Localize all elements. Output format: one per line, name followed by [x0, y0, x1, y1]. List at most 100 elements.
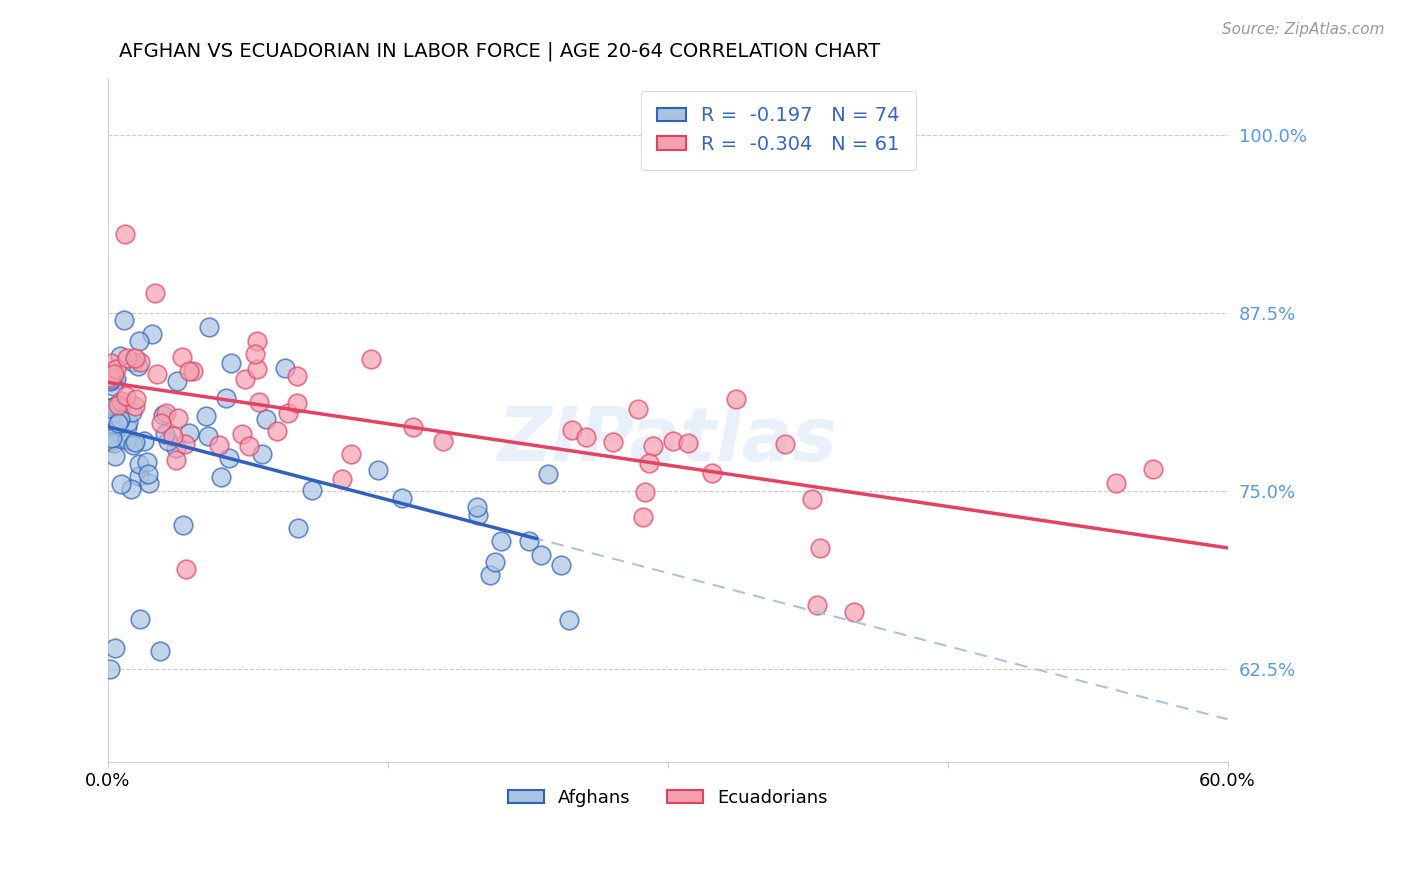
Point: [115, 389, 138, 403]
Point: [676, 436, 699, 450]
Point: [218, 450, 240, 465]
Text: AFGHAN VS ECUADORIAN IN LABOR FORCE | AGE 20-64 CORRELATION CHART: AFGHAN VS ECUADORIAN IN LABOR FORCE | AG…: [120, 42, 880, 62]
Point: [266, 425, 288, 439]
Point: [277, 406, 299, 420]
Point: [247, 395, 270, 409]
Point: [124, 435, 146, 450]
Point: [198, 320, 221, 334]
Point: [100, 372, 122, 386]
Point: [152, 408, 174, 422]
Point: [156, 434, 179, 449]
Point: [149, 417, 172, 431]
Point: [214, 391, 236, 405]
Text: Source: ZipAtlas.com: Source: ZipAtlas.com: [1222, 22, 1385, 37]
Point: [238, 440, 260, 454]
Point: [627, 402, 650, 417]
Point: [100, 356, 122, 370]
Point: [138, 476, 160, 491]
Point: [233, 372, 256, 386]
Point: [128, 469, 150, 483]
Point: [104, 640, 127, 655]
Point: [108, 412, 131, 426]
Point: [301, 483, 323, 498]
Point: [165, 442, 187, 456]
Point: [103, 367, 125, 381]
Point: [806, 598, 828, 612]
Point: [108, 349, 131, 363]
Point: [135, 454, 157, 468]
Point: [129, 355, 152, 369]
Point: [574, 430, 596, 444]
Point: [103, 401, 125, 415]
Point: [561, 423, 583, 437]
Point: [143, 286, 166, 301]
Point: [1104, 475, 1126, 490]
Point: [662, 434, 685, 449]
Point: [537, 467, 560, 481]
Point: [641, 439, 664, 453]
Point: [107, 416, 129, 430]
Point: [530, 548, 553, 562]
Point: [110, 393, 132, 408]
Point: [110, 477, 132, 491]
Point: [104, 362, 127, 376]
Point: [107, 398, 129, 412]
Point: [101, 379, 124, 393]
Point: [245, 362, 267, 376]
Point: [287, 521, 309, 535]
Point: [208, 438, 231, 452]
Point: [844, 605, 866, 619]
Point: [773, 437, 796, 451]
Point: [98, 435, 121, 450]
Point: [153, 427, 176, 442]
Point: [194, 409, 217, 423]
Point: [98, 370, 121, 384]
Point: [104, 449, 127, 463]
Point: [105, 372, 128, 386]
Point: [98, 662, 121, 676]
Point: [115, 420, 138, 434]
Point: [108, 401, 131, 415]
Point: [274, 361, 297, 376]
Point: [103, 436, 125, 450]
Point: [489, 534, 512, 549]
Point: [112, 430, 135, 444]
Point: [127, 359, 149, 373]
Point: [1142, 462, 1164, 476]
Point: [177, 426, 200, 441]
Point: [124, 351, 146, 366]
Point: [134, 434, 156, 448]
Point: [243, 347, 266, 361]
Point: [128, 612, 150, 626]
Point: [484, 555, 506, 569]
Point: [166, 374, 188, 388]
Point: [197, 429, 219, 443]
Point: [172, 517, 194, 532]
Point: [181, 364, 204, 378]
Point: [117, 351, 139, 366]
Point: [179, 364, 201, 378]
Point: [724, 392, 747, 406]
Point: [330, 472, 353, 486]
Point: [162, 429, 184, 443]
Point: [517, 533, 540, 548]
Point: [209, 470, 232, 484]
Point: [360, 352, 382, 367]
Point: [122, 354, 145, 368]
Point: [149, 643, 172, 657]
Point: [98, 401, 121, 415]
Point: [402, 420, 425, 434]
Point: [174, 562, 197, 576]
Point: [117, 433, 139, 447]
Point: [800, 491, 823, 506]
Point: [558, 614, 581, 628]
Point: [250, 447, 273, 461]
Point: [700, 466, 723, 480]
Point: [128, 334, 150, 349]
Point: [808, 541, 831, 555]
Point: [432, 434, 454, 449]
Point: [128, 457, 150, 471]
Point: [550, 558, 572, 573]
Point: [465, 500, 488, 515]
Legend: Afghans, Ecuadorians: Afghans, Ecuadorians: [501, 782, 835, 814]
